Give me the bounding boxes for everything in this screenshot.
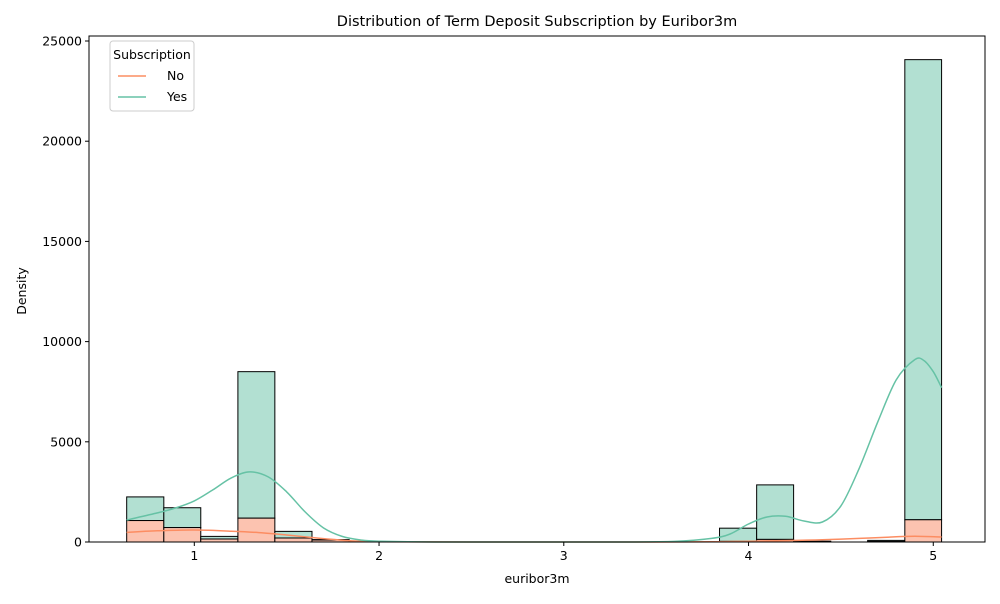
x-tick-label-5: 5 xyxy=(929,548,937,563)
x-tick-label-2: 2 xyxy=(375,548,383,563)
bar-yes-21 xyxy=(905,60,942,520)
y-tick-label-10000: 10000 xyxy=(42,334,82,349)
y-tick-label-5000: 5000 xyxy=(50,434,82,449)
legend-label-no: No xyxy=(167,68,184,83)
legend: Subscription No Yes xyxy=(110,41,194,111)
bar-no-21 xyxy=(905,520,942,542)
bar-no-3 xyxy=(238,518,275,542)
bar-no-4 xyxy=(275,538,312,542)
x-tick-label-3: 3 xyxy=(560,548,568,563)
bar-yes-17 xyxy=(757,485,794,540)
bar-yes-1 xyxy=(164,508,201,528)
x-axis-label: euribor3m xyxy=(504,571,569,586)
y-axis-label: Density xyxy=(14,267,29,315)
legend-label-yes: Yes xyxy=(166,89,187,104)
y-tick-label-0: 0 xyxy=(74,535,82,550)
chart-title: Distribution of Term Deposit Subscriptio… xyxy=(337,14,737,30)
y-tick-label-15000: 15000 xyxy=(42,234,82,249)
bar-yes-0 xyxy=(127,497,164,521)
bar-yes-3 xyxy=(238,372,275,518)
legend-title: Subscription xyxy=(113,47,191,62)
x-tick-label-4: 4 xyxy=(745,548,753,563)
x-tick-label-1: 1 xyxy=(190,548,198,563)
y-tick-label-25000: 25000 xyxy=(42,34,82,49)
y-tick-label-20000: 20000 xyxy=(42,134,82,149)
